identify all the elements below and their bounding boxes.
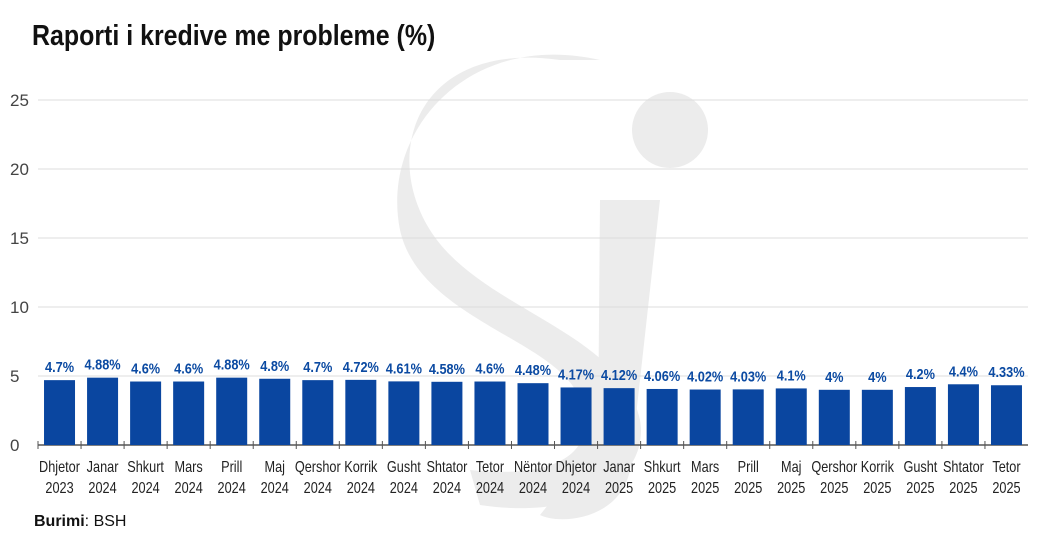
- bar: [560, 387, 592, 445]
- bar: [173, 381, 205, 445]
- source-value: BSH: [93, 513, 127, 530]
- bar: [904, 387, 936, 445]
- y-tick-label: 5: [10, 367, 19, 386]
- y-tick-label: 0: [10, 436, 19, 455]
- data-label: 4.2%: [906, 365, 935, 382]
- x-tick-label: Gusht 2024: [387, 459, 421, 497]
- data-label: 4.48%: [515, 361, 551, 378]
- data-label: 4.12%: [601, 366, 637, 383]
- bar: [517, 383, 549, 445]
- x-tick-label: Qershor 2024: [295, 459, 341, 497]
- bar: [130, 381, 162, 445]
- data-label: 4.33%: [988, 363, 1024, 380]
- x-tick-label: Shtator 2024: [426, 459, 467, 497]
- data-label: 4.7%: [303, 358, 332, 375]
- x-tick-label: Prill 2024: [218, 459, 246, 497]
- x-tick-label: Shkurt 2025: [644, 459, 681, 497]
- source-note: Burimi: BSH: [34, 513, 127, 530]
- x-tick-label: Mars 2025: [691, 459, 719, 497]
- chart-title: Raporti i kredive me probleme (%): [32, 20, 436, 52]
- x-tick-label: Dhjetor 2023: [39, 459, 80, 497]
- data-label: 4.58%: [429, 360, 465, 377]
- data-label: 4.88%: [214, 356, 250, 373]
- x-tick-label: Korrik 2024: [344, 459, 378, 497]
- bar: [861, 389, 893, 445]
- x-tick-label: Qershor 2025: [811, 459, 857, 497]
- data-label: 4%: [825, 368, 843, 385]
- bar: [990, 385, 1022, 445]
- x-tick-label: Prill 2025: [734, 459, 762, 497]
- bar: [947, 384, 979, 445]
- bar: [818, 389, 850, 445]
- data-label: 4.6%: [475, 360, 504, 377]
- data-label: 4.17%: [558, 365, 594, 382]
- bar: [431, 381, 463, 445]
- y-tick-label: 15: [10, 229, 29, 248]
- y-tick-label: 25: [10, 91, 29, 110]
- x-tick-label: Dhjetor 2024: [556, 459, 597, 497]
- bar: [44, 380, 76, 445]
- x-tick-label: Korrik 2025: [861, 459, 895, 497]
- source-label: Burimi: [34, 513, 85, 530]
- bar: [474, 381, 506, 445]
- x-tick-label: Tetor 2024: [476, 459, 504, 497]
- data-label: 4.7%: [45, 358, 74, 375]
- x-tick-label: Gusht 2025: [903, 459, 937, 497]
- bar: [603, 388, 635, 445]
- data-label: 4.72%: [343, 358, 379, 375]
- x-tick-label: Janar 2024: [87, 459, 119, 497]
- x-tick-label: Janar 2025: [603, 459, 635, 497]
- x-tick-label: Maj 2024: [261, 459, 289, 497]
- bar: [302, 380, 334, 445]
- data-label: 4.6%: [174, 360, 203, 377]
- bar: [732, 389, 764, 445]
- data-label: 4.88%: [85, 356, 121, 373]
- x-tick-label: Shkurt 2024: [127, 459, 164, 497]
- x-tick-label: Maj 2025: [777, 459, 805, 497]
- y-tick-label: 10: [10, 298, 29, 317]
- bar: [689, 389, 721, 445]
- data-label: 4.02%: [687, 368, 723, 385]
- y-tick-label: 20: [10, 160, 29, 179]
- data-label: 4.8%: [260, 357, 289, 374]
- x-tick-label: Mars 2024: [175, 459, 203, 497]
- x-tick-label: Tetor 2025: [992, 459, 1020, 497]
- bar: [388, 381, 420, 445]
- x-tick-label: Shtator 2025: [943, 459, 984, 497]
- data-label: 4.06%: [644, 367, 680, 384]
- bar: [646, 388, 678, 445]
- bar: [259, 378, 291, 445]
- bar: [345, 379, 377, 445]
- bar: [775, 388, 807, 445]
- bar: [216, 377, 248, 445]
- data-label: 4%: [868, 368, 886, 385]
- data-label: 4.03%: [730, 367, 766, 384]
- x-tick-label: Nëntor 2024: [514, 459, 552, 497]
- data-label: 4.61%: [386, 359, 422, 376]
- data-label: 4.1%: [777, 366, 806, 383]
- data-label: 4.4%: [949, 362, 978, 379]
- bar: [87, 377, 119, 445]
- data-label: 4.6%: [131, 360, 160, 377]
- watermark-logo: [397, 54, 708, 520]
